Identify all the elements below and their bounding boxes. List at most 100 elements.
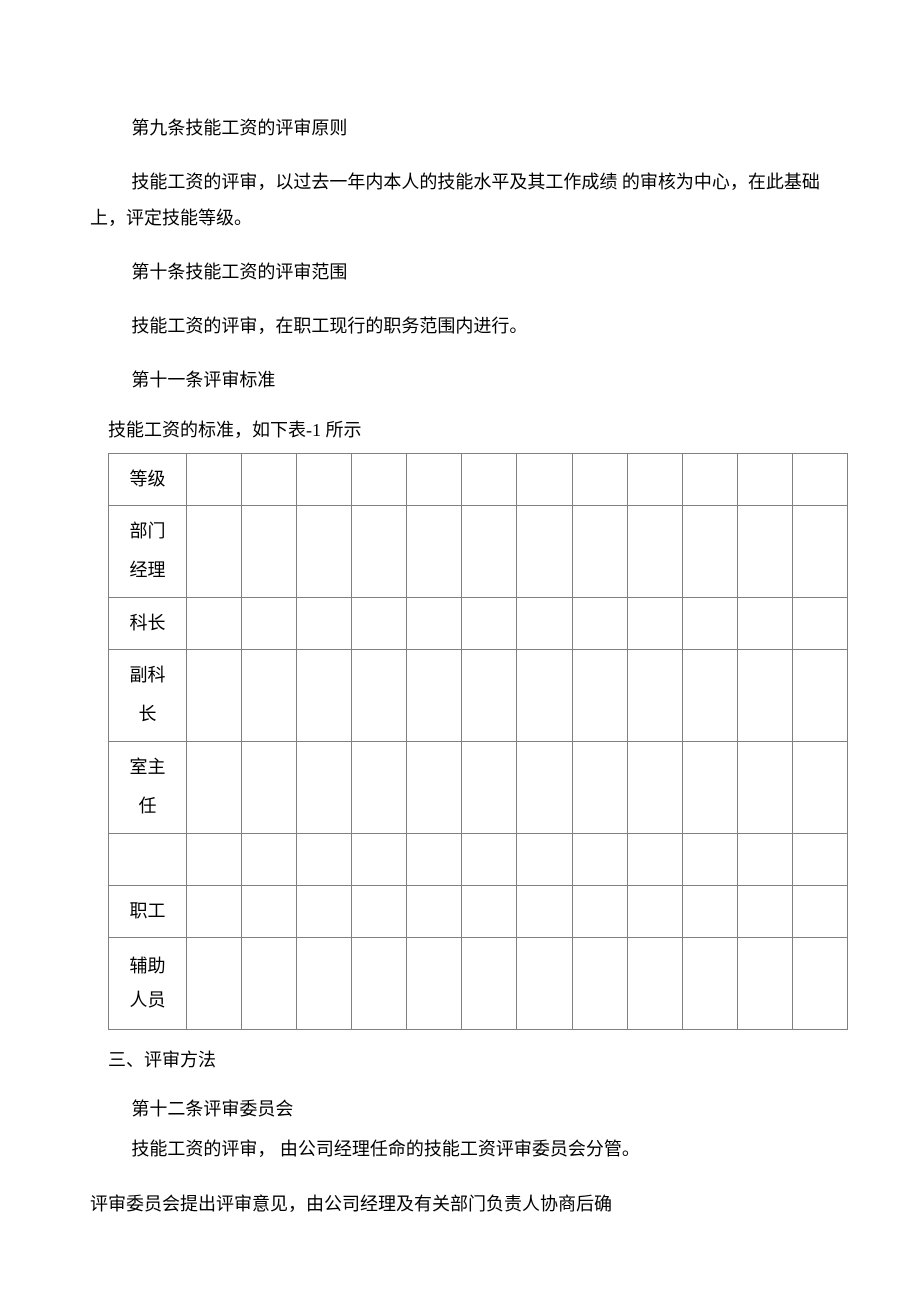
table-cell — [792, 937, 847, 1029]
table-cell — [462, 833, 517, 885]
table-cell — [352, 453, 407, 505]
article-9-body: 技能工资的评审，以过去一年内本人的技能水平及其工作成绩 的审核为中心，在此基础上… — [90, 164, 830, 236]
table-cell — [627, 649, 682, 741]
table-cell — [187, 649, 242, 741]
table-cell — [572, 885, 627, 937]
table-cell — [462, 885, 517, 937]
row-label: 科长 — [109, 597, 187, 649]
table-cell — [627, 505, 682, 597]
table-cell — [682, 937, 737, 1029]
table-cell — [242, 505, 297, 597]
table-row: 辅助人员 — [109, 937, 848, 1029]
table-cell — [682, 649, 737, 741]
table-cell — [407, 505, 462, 597]
table-cell — [517, 885, 572, 937]
table-cell — [572, 833, 627, 885]
table-cell — [462, 453, 517, 505]
article-10-body: 技能工资的评审，在职工现行的职务范围内进行。 — [90, 308, 830, 344]
table-cell — [242, 937, 297, 1029]
table-cell — [572, 741, 627, 833]
table-cell — [352, 741, 407, 833]
table-cell — [187, 741, 242, 833]
table-row — [109, 833, 848, 885]
table-cell — [517, 833, 572, 885]
table-row: 职工 — [109, 885, 848, 937]
article-11-heading: 第十一条评审标准 — [90, 362, 830, 398]
table-cell — [572, 937, 627, 1029]
table-cell — [682, 505, 737, 597]
table-cell — [187, 833, 242, 885]
table-cell — [462, 649, 517, 741]
table-cell — [407, 649, 462, 741]
row-label — [109, 833, 187, 885]
article-12-body-2: 评审委员会提出评审意见，由公司经理及有关部门负责人协商后确 — [90, 1185, 830, 1225]
table-cell — [297, 453, 352, 505]
article-10-heading: 第十条技能工资的评审范围 — [90, 254, 830, 290]
table-cell — [737, 597, 792, 649]
table-cell — [242, 649, 297, 741]
table-cell — [792, 597, 847, 649]
table-cell — [792, 453, 847, 505]
table-cell — [297, 885, 352, 937]
table-cell — [682, 597, 737, 649]
table-cell — [462, 937, 517, 1029]
table-cell — [517, 649, 572, 741]
table-cell — [187, 453, 242, 505]
table-row: 部门经理 — [109, 505, 848, 597]
table-cell — [462, 505, 517, 597]
table-cell — [682, 885, 737, 937]
table-cell — [682, 453, 737, 505]
table-cell — [297, 833, 352, 885]
table-cell — [407, 453, 462, 505]
table-cell — [627, 597, 682, 649]
table-cell — [737, 453, 792, 505]
table-cell — [407, 741, 462, 833]
row-label: 部门经理 — [109, 505, 187, 597]
table-cell — [407, 833, 462, 885]
row-label: 辅助人员 — [109, 937, 187, 1029]
table-cell — [462, 597, 517, 649]
row-label: 副科长 — [109, 649, 187, 741]
table-row: 室主任 — [109, 741, 848, 833]
table-cell — [352, 649, 407, 741]
table-cell — [297, 741, 352, 833]
table-cell — [627, 741, 682, 833]
table-cell — [517, 453, 572, 505]
table-row: 科长 — [109, 597, 848, 649]
table-cell — [242, 453, 297, 505]
article-9-heading: 第九条技能工资的评审原则 — [90, 110, 830, 146]
table-cell — [462, 741, 517, 833]
table-cell — [352, 937, 407, 1029]
row-label: 等级 — [109, 453, 187, 505]
table-cell — [627, 885, 682, 937]
table-cell — [187, 505, 242, 597]
table-cell — [187, 597, 242, 649]
skill-wage-table: 等级 部门经理 科长 — [108, 453, 848, 1030]
table-cell — [682, 741, 737, 833]
table-cell — [407, 885, 462, 937]
table-row: 副科长 — [109, 649, 848, 741]
table-cell — [737, 649, 792, 741]
table-cell — [297, 505, 352, 597]
table-cell — [572, 505, 627, 597]
table-cell — [187, 937, 242, 1029]
table-cell — [792, 885, 847, 937]
table-cell — [572, 597, 627, 649]
section-3-heading: 三、评审方法 — [90, 1046, 830, 1075]
table-cell — [737, 833, 792, 885]
table-cell — [517, 741, 572, 833]
table-cell — [792, 505, 847, 597]
table-cell — [352, 505, 407, 597]
article-12-heading: 第十二条评审委员会 — [90, 1091, 830, 1127]
table-cell — [517, 505, 572, 597]
table-cell — [792, 833, 847, 885]
table-cell — [792, 649, 847, 741]
table-cell — [572, 649, 627, 741]
table-cell — [187, 885, 242, 937]
table-cell — [737, 741, 792, 833]
table-cell — [242, 741, 297, 833]
table-cell — [352, 597, 407, 649]
table-cell — [627, 937, 682, 1029]
table-cell — [242, 885, 297, 937]
table-cell — [297, 937, 352, 1029]
